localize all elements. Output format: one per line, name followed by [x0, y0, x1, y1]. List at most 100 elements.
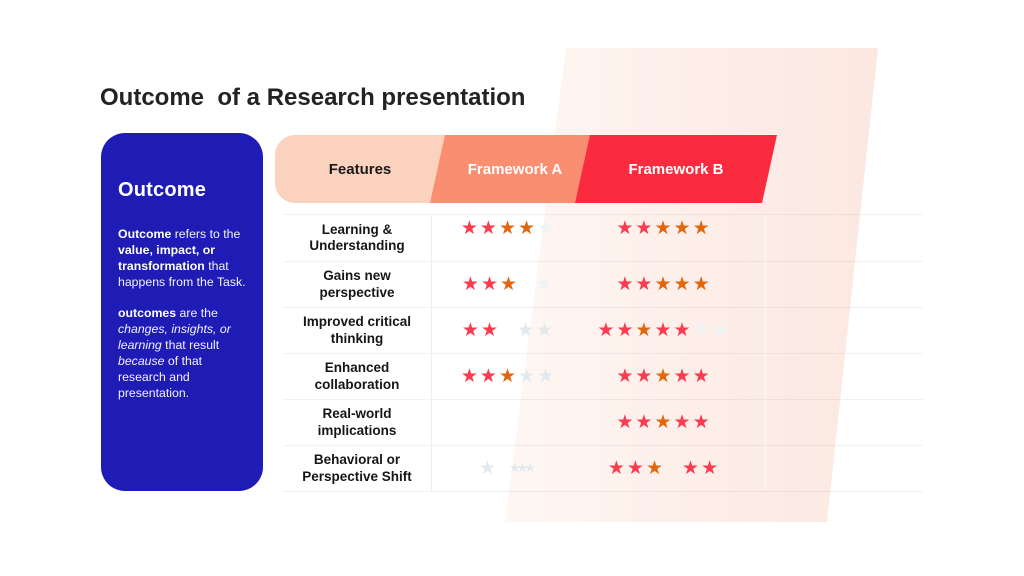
star-icon: ★ [479, 216, 497, 239]
rating-framework-b: ★ ★ ★ ★ ★ [615, 367, 710, 386]
header-label-framework-a: Framework A [467, 160, 563, 178]
star-icon: ★ [480, 273, 498, 295]
framework-b-rating-cell: ★ ★ ★ ★ ★ [583, 262, 743, 307]
framework-b-rating-cell: ★ ★ ★ ★ ★ [583, 354, 743, 399]
star-icon: ★ [460, 216, 478, 239]
star-icon: ★ [480, 319, 498, 341]
star-icon: ★ [673, 365, 691, 387]
framework-a-rating-cell: ★ ★ ★ ★ [431, 446, 583, 491]
sidebar-paragraphs: Outcome refers to the value, impact, or … [118, 226, 247, 401]
table-row: Behavioral or Perspective Shift ★ ★ ★ ★ ★ ★ ★ ★ ★ [283, 445, 923, 491]
star-icon: ★ [616, 319, 634, 341]
star-icon: ★ [517, 319, 535, 341]
header-label-features: Features [328, 160, 392, 178]
feature-label: Learning & Understanding [309, 221, 405, 253]
feature-label: Enhanced collaboration [314, 360, 400, 392]
framework-a-rating-cell [431, 400, 583, 445]
framework-b-rating-cell: ★ ★ ★ ★ ★ [583, 446, 743, 491]
star-icon: ★ [616, 411, 634, 433]
table-header: Features Framework A Framework B [275, 135, 777, 203]
star-icon: ★ [498, 365, 517, 387]
star-icon: ★ [673, 273, 691, 295]
feature-label: Gains new perspective [319, 268, 395, 300]
framework-a-rating-cell: ★ ★ ★ ★ [431, 308, 583, 353]
sidebar-paragraph: Outcome refers to the value, impact, or … [118, 227, 246, 289]
table-row: Improved critical thinking ★ ★ ★ ★ ★ ★ ★ ★ ★ ★ ★ [283, 307, 923, 353]
star-icon: ★ [516, 461, 529, 476]
feature-label: Improved critical thinking [302, 314, 412, 346]
rating-framework-a: ★ ★ ★ ★ [461, 275, 554, 294]
star-icon: ★ [711, 319, 729, 341]
star-icon: ★ [616, 365, 634, 387]
star-icon: ★ [524, 461, 536, 476]
rating-framework-a: ★ ★ ★ ★ ★ [460, 367, 555, 386]
star-icon: ★ [500, 273, 518, 295]
star-icon: ★ [626, 457, 644, 479]
rating-framework-b: ★ ★ ★ ★ ★ [607, 459, 719, 478]
star-icon: ★ [597, 319, 615, 341]
star-icon: ★ [635, 273, 653, 295]
column-divider [765, 215, 766, 491]
rating-framework-b: ★ ★ ★ ★ ★ [615, 275, 710, 294]
star-gap [499, 330, 516, 331]
sidebar-paragraph: outcomes are the changes, insights, or l… [118, 306, 231, 400]
star-icon: ★ [692, 273, 710, 295]
star-icon: ★ [692, 365, 710, 387]
page-title: Outcome of a Research presentation [100, 84, 526, 111]
star-icon: ★ [536, 273, 554, 295]
outcome-definition-card: Outcome Outcome refers to the value, imp… [101, 133, 263, 491]
star-icon: ★ [537, 365, 555, 387]
star-icon: ★ [616, 216, 634, 239]
star-icon: ★ [645, 457, 664, 479]
framework-b-rating-cell: ★ ★ ★ ★ ★ ★ ★ [583, 308, 743, 353]
star-icon: ★ [692, 319, 710, 341]
rating-framework-a: ★ ★ ★ ★ [461, 321, 554, 340]
feature-label: Real-world implications [317, 406, 397, 438]
star-gap [518, 284, 535, 285]
framework-a-rating-cell: ★ ★ ★ ★ ★ [431, 215, 583, 261]
star-icon: ★ [635, 216, 653, 239]
framework-a-rating-cell: ★ ★ ★ ★ [431, 262, 583, 307]
star-icon: ★ [654, 365, 672, 387]
star-icon: ★ [461, 319, 479, 341]
star-icon: ★ [635, 365, 653, 387]
star-icon: ★ [654, 319, 672, 341]
rating-framework-a: ★ ★ ★ ★ ★ [460, 216, 555, 239]
star-icon: ★ [509, 461, 521, 476]
rating-framework-a: ★ ★ ★ ★ [478, 459, 537, 478]
framework-b-rating-cell: ★ ★ ★ ★ ★ [583, 215, 743, 261]
card-heading: Outcome [118, 179, 207, 201]
star-icon: ★ [654, 411, 672, 433]
star-icon: ★ [673, 411, 691, 433]
table-row: Enhanced collaboration ★ ★ ★ ★ ★ ★ ★ ★ ★ ★ [283, 353, 923, 399]
star-icon: ★ [498, 216, 517, 239]
star-gap [664, 468, 681, 469]
star-icon: ★ [616, 273, 634, 295]
rating-framework-b: ★ ★ ★ ★ ★ ★ ★ [596, 321, 729, 340]
star-icon: ★ [673, 216, 691, 239]
rating-framework-b: ★ ★ ★ ★ ★ [615, 413, 710, 432]
feature-label: Behavioral or Perspective Shift [302, 452, 412, 484]
table-row: Gains new perspective ★ ★ ★ ★ ★ ★ ★ ★ ★ [283, 261, 923, 307]
star-icon: ★ [692, 411, 710, 433]
star-icon: ★ [537, 216, 555, 239]
star-icon: ★ [536, 319, 554, 341]
star-icon: ★ [607, 457, 625, 479]
rating-framework-b: ★ ★ ★ ★ ★ [615, 216, 710, 239]
star-icon: ★ [479, 365, 497, 387]
star-icon: ★ [682, 457, 700, 479]
star-icon: ★ [654, 273, 672, 295]
star-icon: ★ [635, 319, 653, 341]
star-icon: ★ [701, 457, 719, 479]
framework-b-rating-cell: ★ ★ ★ ★ ★ [583, 400, 743, 445]
table-row: Real-world implications ★ ★ ★ ★ ★ [283, 399, 923, 445]
star-icon: ★ [518, 216, 536, 239]
header-label-framework-b: Framework B [628, 160, 724, 178]
star-icon: ★ [460, 365, 478, 387]
header-segment-framework-a: Framework A [430, 135, 590, 203]
star-icon: ★ [654, 216, 672, 239]
star-icon: ★ [635, 411, 653, 433]
star-icon: ★ [692, 216, 710, 239]
